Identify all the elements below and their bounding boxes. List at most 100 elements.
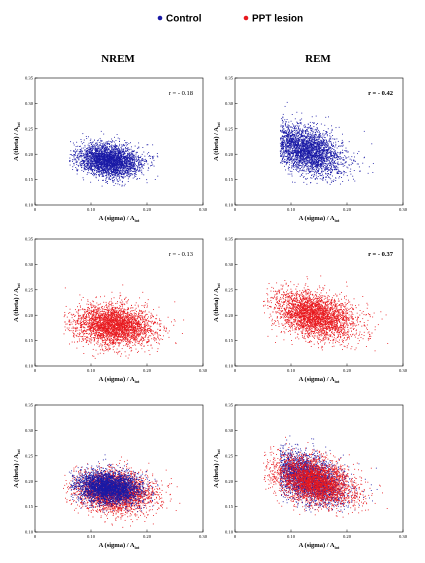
data-point <box>301 118 302 119</box>
data-point <box>88 169 89 170</box>
data-point <box>99 145 100 146</box>
data-point <box>97 168 98 169</box>
data-point <box>134 159 135 160</box>
data-point <box>306 160 307 161</box>
data-point <box>138 159 139 160</box>
data-point <box>119 144 120 145</box>
data-point <box>310 128 311 129</box>
data-point <box>305 159 306 160</box>
data-point <box>333 143 334 144</box>
data-point <box>105 175 106 176</box>
data-point <box>344 150 345 151</box>
data-point <box>142 158 143 159</box>
data-point <box>115 164 116 165</box>
data-point <box>337 167 338 168</box>
correlation-label: r = - 0.18 <box>169 90 193 97</box>
data-point <box>302 130 303 131</box>
data-point <box>107 151 108 152</box>
data-point <box>346 167 347 168</box>
data-point <box>125 147 126 148</box>
data-point <box>341 177 342 178</box>
data-point <box>138 165 139 166</box>
data-point <box>333 166 334 167</box>
data-point <box>333 146 334 147</box>
data-point <box>127 148 128 149</box>
data-point <box>297 164 298 165</box>
data-point <box>96 159 97 160</box>
data-point <box>114 166 115 167</box>
data-point <box>97 146 98 147</box>
data-point <box>81 141 82 142</box>
data-point <box>95 162 96 163</box>
data-point <box>77 149 78 150</box>
data-point <box>74 154 75 155</box>
data-point <box>111 152 112 153</box>
data-point <box>324 165 325 166</box>
data-point <box>82 151 83 152</box>
data-point <box>335 169 336 170</box>
data-point <box>317 129 318 130</box>
data-point <box>131 163 132 164</box>
data-point <box>130 168 131 169</box>
data-point <box>138 142 139 143</box>
data-point <box>128 151 129 152</box>
data-point <box>281 125 282 126</box>
data-point <box>286 131 287 132</box>
data-point <box>102 143 103 144</box>
data-point <box>296 130 297 131</box>
data-point <box>115 149 116 150</box>
data-point <box>119 184 120 185</box>
data-point <box>340 184 341 185</box>
data-point <box>152 144 153 145</box>
data-point <box>145 161 146 162</box>
data-point <box>113 149 114 150</box>
data-point <box>110 163 111 164</box>
data-point <box>94 166 95 167</box>
data-point <box>284 162 285 163</box>
data-point <box>100 174 101 175</box>
data-point <box>329 163 330 164</box>
data-point <box>129 161 130 162</box>
data-point <box>302 164 303 165</box>
data-point <box>325 134 326 135</box>
data-point <box>322 174 323 175</box>
data-point <box>147 182 148 183</box>
scatter-points <box>69 131 158 187</box>
data-point <box>129 172 130 173</box>
data-point <box>102 174 103 175</box>
data-point <box>300 170 301 171</box>
data-point <box>114 177 115 178</box>
data-point <box>300 141 301 142</box>
data-point <box>78 157 79 158</box>
data-point <box>120 173 121 174</box>
data-point <box>297 139 298 140</box>
data-point <box>87 167 88 168</box>
data-point <box>119 177 120 178</box>
data-point <box>299 129 300 130</box>
data-point <box>284 159 285 160</box>
data-point <box>311 130 312 131</box>
data-point <box>119 145 120 146</box>
data-point <box>150 165 151 166</box>
data-point <box>342 150 343 151</box>
data-point <box>355 161 356 162</box>
data-point <box>329 177 330 178</box>
data-point <box>134 171 135 172</box>
data-point <box>340 171 341 172</box>
data-point <box>100 138 101 139</box>
data-point <box>90 148 91 149</box>
data-point <box>111 156 112 157</box>
data-point <box>281 146 282 147</box>
data-point <box>298 165 299 166</box>
data-point <box>312 136 313 137</box>
data-point <box>96 170 97 171</box>
data-point <box>124 162 125 163</box>
data-point <box>122 146 123 147</box>
data-point <box>119 171 120 172</box>
data-point <box>353 179 354 180</box>
data-point <box>325 179 326 180</box>
data-point <box>283 146 284 147</box>
data-point <box>326 133 327 134</box>
data-point <box>369 166 370 167</box>
data-point <box>155 179 156 180</box>
